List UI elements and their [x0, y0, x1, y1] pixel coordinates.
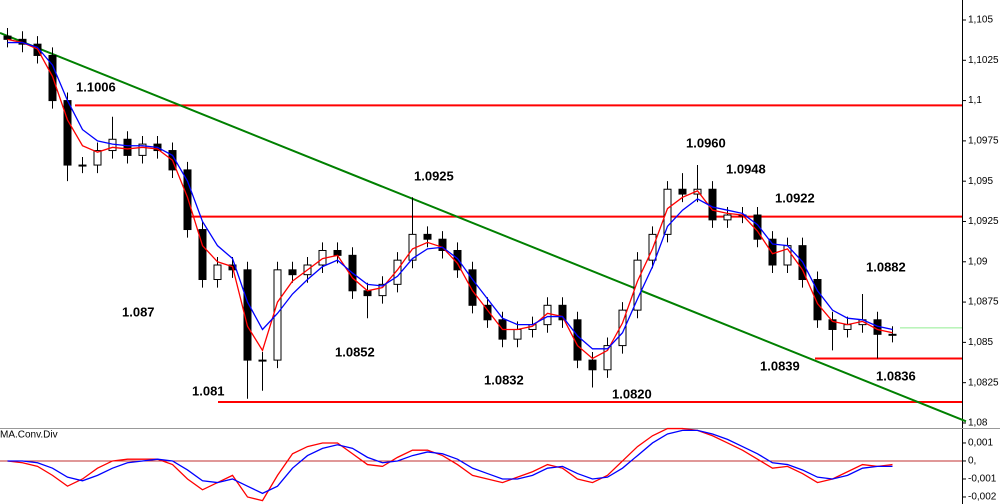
price-note: 1.0925	[414, 168, 454, 183]
price-note: 1.081	[192, 383, 225, 398]
price-note: 1.0922	[775, 190, 815, 205]
candle-body	[708, 188, 717, 221]
candle-body	[423, 233, 432, 240]
candle-body	[363, 290, 372, 297]
moving-average	[7, 38, 893, 360]
y-tick-label: 1,0925	[968, 216, 999, 227]
candle-body	[813, 279, 822, 321]
price-note: 1.0820	[612, 386, 652, 401]
y-tick-label: 1,095	[968, 176, 993, 187]
indicator-line	[7, 429, 893, 495]
candle-body	[828, 319, 837, 330]
candle-body	[288, 269, 297, 276]
candle-body	[888, 333, 897, 336]
price-note: 1.0836	[876, 368, 916, 383]
candle-body	[183, 169, 192, 231]
candle-body	[843, 324, 852, 330]
price-note: 1.087	[122, 304, 155, 319]
candle-body	[63, 100, 72, 166]
candle-body	[213, 264, 222, 281]
y2-tick-label: -0,001	[968, 474, 997, 485]
y-tick-label: 1,09	[968, 256, 988, 267]
price-note: 1.0882	[866, 259, 906, 274]
candle-body	[123, 138, 132, 156]
candle-body	[198, 229, 207, 281]
indicator-title: MA.Conv.Div	[0, 430, 58, 441]
candle-body	[723, 214, 732, 221]
y2-tick-label: 0,001	[968, 438, 993, 449]
y-tick-label: 1,1	[968, 95, 982, 106]
y-tick-label: 1,1025	[968, 55, 999, 66]
price-note: 1.0948	[726, 161, 766, 176]
price-note: 1.0960	[686, 135, 726, 150]
candle-body	[333, 249, 342, 256]
candle-body	[663, 188, 672, 235]
candle-body	[468, 269, 477, 306]
y-tick-label: 1,0975	[968, 136, 999, 147]
candle-body	[438, 238, 447, 251]
price-note: 1.0852	[335, 344, 375, 359]
candle-body	[138, 143, 147, 156]
candle-body	[378, 283, 387, 297]
y-tick-label: 1,0825	[968, 377, 999, 388]
y-tick-label: 1,0875	[968, 297, 999, 308]
candle-body	[558, 304, 567, 321]
candle-body	[483, 304, 492, 321]
candle-body	[678, 188, 687, 195]
y2-tick-label: -0,002	[968, 492, 997, 503]
price-note: 1.0832	[484, 372, 524, 387]
y-tick-label: 1,105	[968, 15, 993, 26]
candle-body	[618, 309, 627, 347]
y2-tick-label: 0,	[968, 456, 976, 467]
trend-line	[0, 31, 967, 423]
candle-body	[93, 150, 102, 166]
candle-body	[588, 359, 597, 371]
candle-body	[633, 259, 642, 311]
candle-body	[258, 359, 267, 362]
candle-body	[273, 269, 282, 361]
moving-average	[7, 41, 893, 350]
candle-body	[543, 304, 552, 326]
candle-body	[78, 164, 87, 167]
candle-body	[3, 35, 12, 40]
y-tick-label: 1,08	[968, 418, 988, 429]
y-tick-label: 1,085	[968, 337, 993, 348]
candle-body	[603, 345, 612, 371]
price-note: 1.1006	[76, 79, 116, 94]
price-note: 1.0839	[760, 358, 800, 373]
candle-body	[513, 328, 522, 340]
